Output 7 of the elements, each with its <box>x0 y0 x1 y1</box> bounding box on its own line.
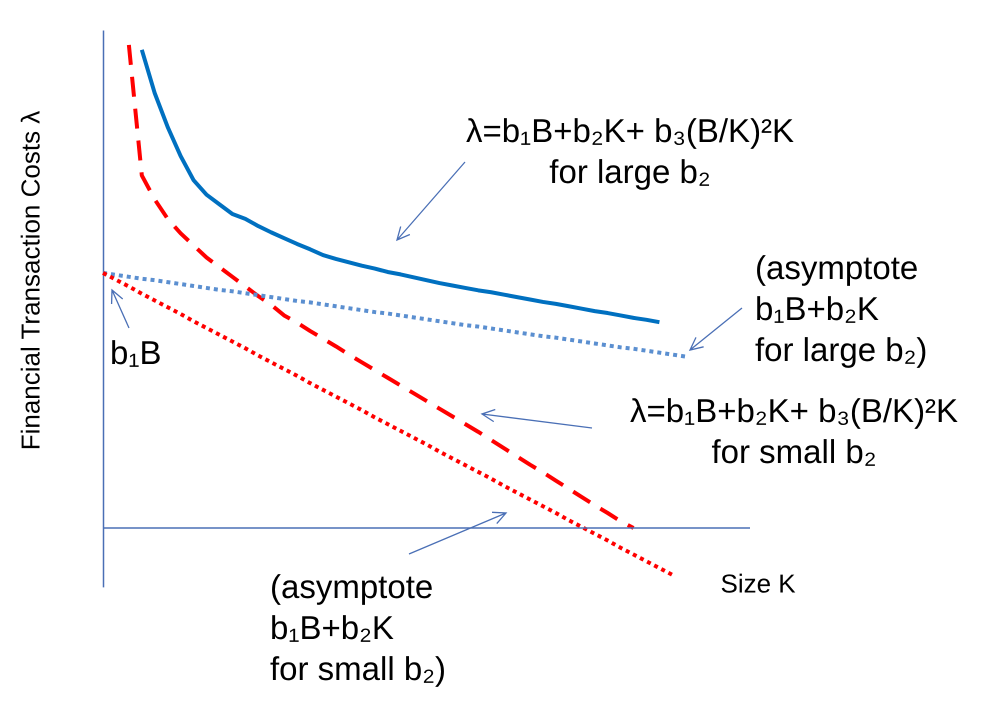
y-axis-title: Financial Transaction Costs λ <box>16 110 46 450</box>
x-axis-title: Size K <box>720 568 796 598</box>
annotation: λ=b₁B+b₂K+ b₃(B/K)²K for small b₂ <box>628 391 960 472</box>
text: (asymptote b₁B+b₂K for large b₂) <box>755 248 928 370</box>
annotation: λ=b₁B+b₂K+ b₃(B/K)²K for large b₂ <box>464 111 796 192</box>
annotation: (asymptote b₁B+b₂K for small b₂) <box>270 567 448 689</box>
annotation: b₁B <box>110 333 162 373</box>
